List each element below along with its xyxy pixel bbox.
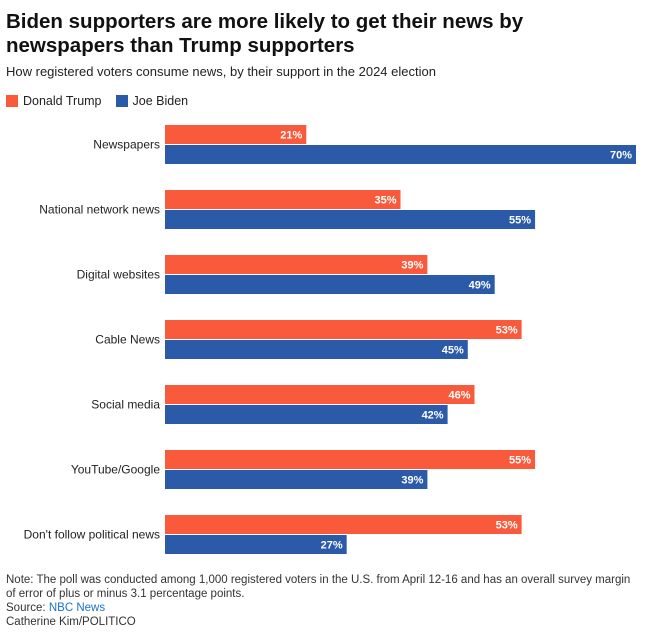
bar-digital-websites-joe-biden [165, 275, 495, 294]
chart-footer: Note: The poll was conducted among 1,000… [6, 573, 642, 629]
bar-cable-news-joe-biden [165, 340, 468, 359]
bar-don-t-follow-political-news-joe-biden [165, 535, 347, 554]
data-label-youtube-google-joe-biden: 39% [401, 475, 423, 487]
data-label-don-t-follow-political-news-donald-trump: 53% [496, 520, 518, 532]
category-label-social-media: Social media [91, 398, 160, 412]
chart-subtitle: How registered voters consume news, by t… [6, 64, 436, 79]
bar-national-network-news-joe-biden [165, 210, 536, 229]
legend: Donald Trump Joe Biden [6, 94, 202, 108]
data-label-don-t-follow-political-news-joe-biden: 27% [321, 540, 343, 552]
data-label-national-network-news-joe-biden: 55% [509, 215, 531, 227]
data-label-youtube-google-donald-trump: 55% [509, 455, 531, 467]
legend-label-biden: Joe Biden [132, 94, 189, 108]
data-label-newspapers-donald-trump: 21% [280, 130, 302, 142]
category-label-newspapers: Newspapers [93, 138, 160, 152]
data-label-social-media-joe-biden: 42% [422, 410, 444, 422]
data-label-digital-websites-donald-trump: 39% [401, 260, 423, 272]
bar-national-network-news-donald-trump [165, 190, 401, 209]
data-label-cable-news-joe-biden: 45% [442, 345, 464, 357]
bar-social-media-joe-biden [165, 405, 448, 424]
category-label-digital-websites: Digital websites [77, 268, 160, 282]
bar-social-media-donald-trump [165, 385, 475, 404]
bar-youtube-google-donald-trump [165, 450, 536, 469]
source-label: Source: [6, 602, 46, 614]
bar-newspapers-joe-biden [165, 145, 636, 164]
data-label-cable-news-donald-trump: 53% [496, 325, 518, 337]
data-label-newspapers-joe-biden: 70% [610, 150, 632, 162]
legend-item-biden: Joe Biden [115, 94, 189, 108]
category-label-youtube-google: YouTube/Google [71, 463, 161, 477]
legend-item-trump: Donald Trump [6, 94, 102, 108]
category-label-cable-news: Cable News [95, 333, 160, 347]
category-label-don-t-follow-political-news: Don't follow political news [24, 528, 160, 542]
category-label-national-network-news: National network news [39, 203, 160, 217]
chart-title: Biden supporters are more likely to get … [6, 10, 524, 57]
bar-newspapers-donald-trump [165, 125, 307, 144]
data-label-national-network-news-donald-trump: 35% [374, 195, 396, 207]
bar-youtube-google-joe-biden [165, 470, 428, 489]
data-label-digital-websites-joe-biden: 49% [469, 280, 491, 292]
legend-label-trump: Donald Trump [23, 94, 102, 108]
bar-don-t-follow-political-news-donald-trump [165, 515, 522, 534]
legend-swatch-biden [115, 95, 128, 107]
bar-digital-websites-donald-trump [165, 255, 428, 274]
footer-credit: Catherine Kim/POLITICO [6, 616, 136, 628]
source-link[interactable]: NBC News [48, 602, 106, 614]
footer-source: Source: NBC News [6, 601, 642, 615]
footer-note: Note: The poll was conducted among 1,000… [6, 574, 631, 600]
data-label-social-media-donald-trump: 46% [448, 390, 470, 402]
legend-swatch-trump [6, 95, 18, 107]
bar-cable-news-donald-trump [165, 320, 522, 339]
bar-chart: Newspapers 21% 70% National network news 35%… [24, 125, 636, 554]
